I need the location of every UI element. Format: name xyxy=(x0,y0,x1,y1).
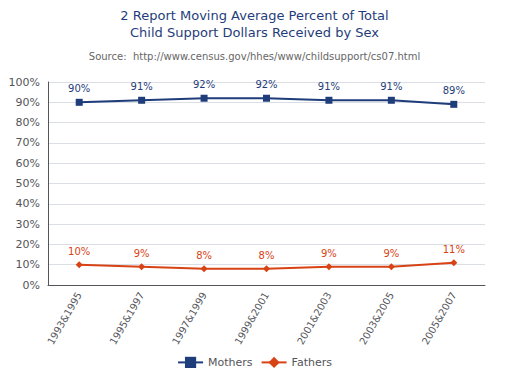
svg-text:2001&2003: 2001&2003 xyxy=(295,290,334,346)
svg-text:30%: 30% xyxy=(16,218,40,231)
svg-text:10%: 10% xyxy=(68,246,90,257)
svg-text:9%: 9% xyxy=(134,248,150,259)
svg-text:20%: 20% xyxy=(16,238,40,251)
svg-text:1995&1997: 1995&1997 xyxy=(108,290,147,346)
svg-text:91%: 91% xyxy=(131,81,153,92)
svg-text:Mothers: Mothers xyxy=(208,356,253,369)
svg-text:60%: 60% xyxy=(16,157,40,170)
svg-text:Source: http://www.census.gov: Source: http://www.census.gov/hhes/www/c… xyxy=(89,51,420,62)
svg-text:89%: 89% xyxy=(443,85,465,96)
svg-text:1993&1995: 1993&1995 xyxy=(45,290,84,346)
svg-text:50%: 50% xyxy=(16,177,40,190)
svg-text:Child Support Dollars Received: Child Support Dollars Received by Sex xyxy=(130,25,379,40)
svg-text:80%: 80% xyxy=(16,116,40,129)
svg-text:Fathers: Fathers xyxy=(292,356,333,369)
svg-text:9%: 9% xyxy=(383,248,399,259)
svg-text:70%: 70% xyxy=(16,136,40,149)
svg-text:1999&2001: 1999&2001 xyxy=(232,290,271,346)
svg-text:8%: 8% xyxy=(196,250,212,261)
svg-text:2003&2005: 2003&2005 xyxy=(357,290,396,346)
svg-text:90%: 90% xyxy=(68,83,90,94)
svg-text:40%: 40% xyxy=(16,197,40,210)
svg-text:2005&2007: 2005&2007 xyxy=(420,290,459,346)
svg-text:9%: 9% xyxy=(321,248,337,259)
svg-text:100%: 100% xyxy=(9,76,40,89)
svg-text:10%: 10% xyxy=(16,258,40,271)
svg-text:91%: 91% xyxy=(380,81,402,92)
svg-text:0%: 0% xyxy=(23,279,40,292)
svg-text:1997&1999: 1997&1999 xyxy=(170,290,209,346)
svg-text:11%: 11% xyxy=(443,244,465,255)
svg-text:2 Report Moving Average Percen: 2 Report Moving Average Percent of Total xyxy=(120,8,388,23)
svg-text:8%: 8% xyxy=(259,250,275,261)
svg-text:91%: 91% xyxy=(318,81,340,92)
svg-text:90%: 90% xyxy=(16,96,40,109)
svg-text:92%: 92% xyxy=(193,79,215,90)
svg-text:92%: 92% xyxy=(255,79,277,90)
